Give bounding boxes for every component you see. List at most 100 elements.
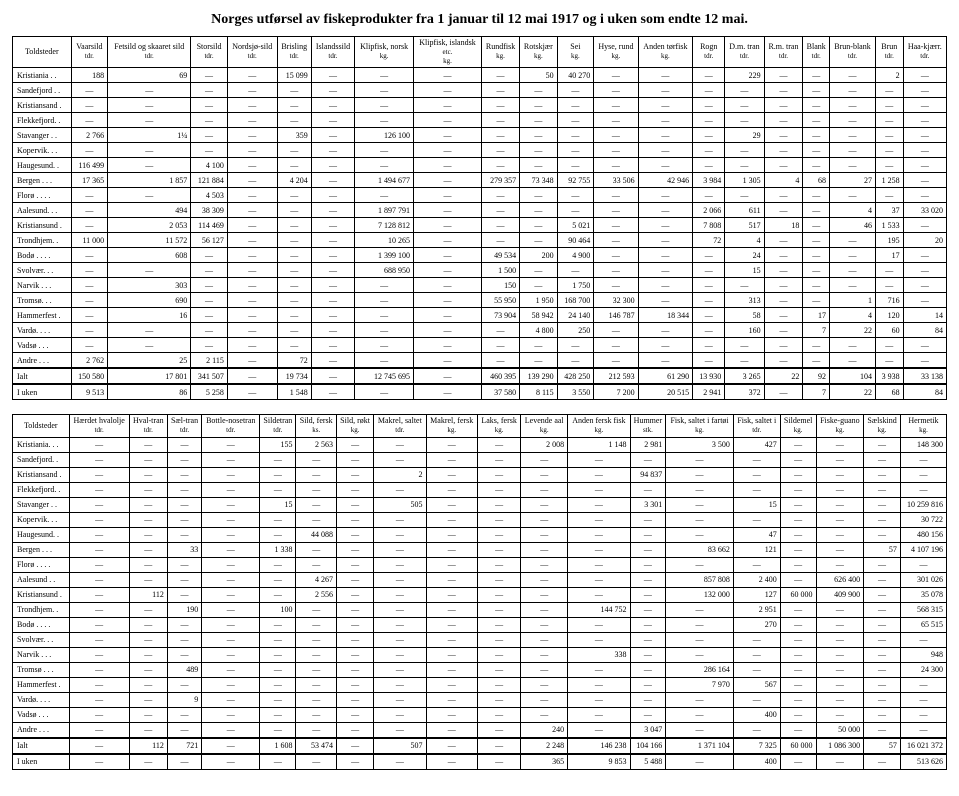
cell: — [167,587,201,602]
row-label: Florø . . . . [13,188,72,203]
cell: — [477,497,520,512]
cell: 1 338 [260,542,296,557]
table-row: Vardø. . . .——9———————————————— [13,692,947,707]
cell: — [780,602,816,617]
cell: 313 [725,293,764,308]
cell: — [69,572,129,587]
cell: — [311,338,354,353]
cell: — [666,482,734,497]
cell: — [638,233,693,248]
cell: — [311,188,354,203]
cell: — [900,692,946,707]
cell: — [477,572,520,587]
cell: — [520,233,558,248]
cell: — [630,572,666,587]
cell: — [413,278,481,293]
col-header: D.m. trantdr. [725,37,764,68]
cell: 61 290 [638,368,693,384]
cell: — [477,437,520,452]
cell: — [568,632,630,647]
col-header: Sildetrantdr. [260,415,296,438]
cell: — [202,557,260,572]
cell: — [311,278,354,293]
cell: 56 127 [191,233,228,248]
cell: — [477,602,520,617]
cell: — [630,647,666,662]
cell: 2 [374,467,426,482]
cell: — [202,497,260,512]
cell: 1 897 791 [355,203,414,218]
cell: — [355,278,414,293]
cell: — [666,707,734,722]
cell: 7 [803,323,830,338]
cell: — [311,143,354,158]
cell: — [277,203,311,218]
table-row: Kristiania . .18869——15 099————5040 270—… [13,68,947,83]
table-row: Bodø . . . .——————————————270———65 515 [13,617,947,632]
cell: — [311,233,354,248]
cell: — [413,384,481,400]
cell: — [780,632,816,647]
cell: — [830,353,876,369]
cell: — [277,308,311,323]
cell: — [426,722,477,738]
row-label: Vardø. . . . [13,692,70,707]
col-header: Bottle-nosetrantdr. [202,415,260,438]
cell: — [374,482,426,497]
cell: — [426,497,477,512]
cell: — [71,293,108,308]
cell: — [202,437,260,452]
cell: — [69,662,129,677]
row-label: Sandefjord . . [13,83,72,98]
cell: — [260,617,296,632]
row-label: Bodø . . . . [13,617,70,632]
cell: — [521,482,568,497]
cell: — [521,662,568,677]
cell: — [477,754,520,770]
cell: — [568,452,630,467]
cell: — [482,143,520,158]
cell: — [521,452,568,467]
cell: 4 204 [277,173,311,188]
cell: 489 [167,662,201,677]
cell: 1 371 104 [666,738,734,754]
cell: — [336,647,373,662]
cell: 5 258 [191,384,228,400]
cell: 18 344 [638,308,693,323]
cell: — [277,278,311,293]
cell: — [311,218,354,233]
cell: 168 700 [557,293,594,308]
cell: — [296,467,337,482]
cell: — [191,308,228,323]
cell: 19 734 [277,368,311,384]
cell: 428 250 [557,368,594,384]
cell: 3 500 [666,437,734,452]
row-label: Hammerfest . [13,677,70,692]
cell: — [803,278,830,293]
cell: — [875,278,903,293]
cell: — [71,338,108,353]
cell: — [260,512,296,527]
cell: — [875,188,903,203]
cell: — [69,437,129,452]
col-header: Nordsjø-sildtdr. [227,37,277,68]
table-row: Tromsø . . .——489——————————286 164————24… [13,662,947,677]
cell: — [693,278,725,293]
totals-row: I uken9 513865 258—1 548———37 5808 1153 … [13,384,947,400]
cell: 35 078 [900,587,946,602]
cell: — [477,632,520,647]
cell: — [108,338,191,353]
table-row: Kristiansund .—112———2 556———————132 000… [13,587,947,602]
cell: — [764,263,803,278]
cell: — [296,632,337,647]
cell: 30 722 [900,512,946,527]
cell: — [477,557,520,572]
cell: — [764,248,803,263]
cell: 3 301 [630,497,666,512]
cell: — [638,353,693,369]
col-header: Rotskjærkg. [520,37,558,68]
cell: — [413,248,481,263]
cell: — [520,113,558,128]
cell: 15 [725,263,764,278]
cell: — [260,467,296,482]
